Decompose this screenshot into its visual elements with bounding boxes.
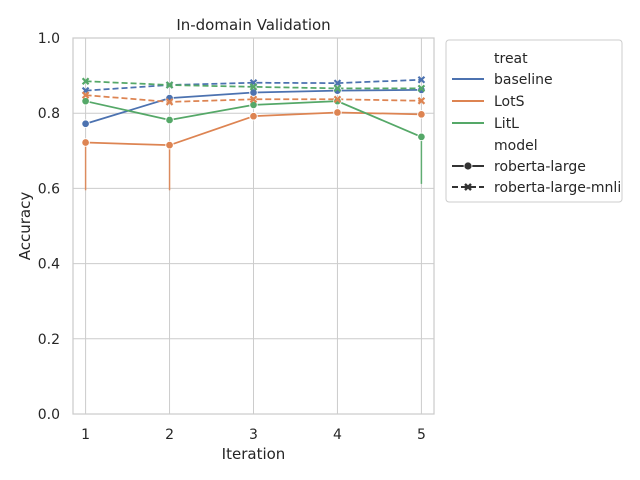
data-point-litl [333,96,342,106]
data-point-x-litl [165,81,174,89]
legend-label-roberta-large-mnli: roberta-large-mnli [494,180,621,196]
chart-title: In-domain Validation [176,16,330,34]
data-point-litl [81,96,90,106]
legend-swatch-roberta-large-mnli [452,183,484,191]
legend-label-lots: LotS [494,94,525,110]
data-point-litl [165,115,174,125]
x-axis-label: Iteration [222,445,286,463]
series-markers [81,75,426,150]
data-point-x-litl [333,84,342,93]
legend-model-entries: roberta-large roberta-large-mnli [452,159,621,196]
legend-title-model: model [494,138,538,154]
series-line-baseline-roberta-large-mnli [85,78,422,92]
data-point-lots [249,111,258,121]
x-tick-label: 4 [333,427,342,443]
data-point-x-lots [81,91,90,99]
confidence-bands [84,136,423,191]
series-line-lots-roberta-large-mnli [85,94,422,103]
legend-swatch-roberta-large [452,161,484,171]
data-point-x-lots [333,95,342,104]
y-tick-label: 0.0 [38,407,60,423]
y-tick-label: 0.4 [38,257,60,273]
legend-label-litl: LitL [494,116,519,132]
y-tick-label: 0.6 [38,181,60,197]
data-point-x-litl [249,83,258,91]
x-tick-labels: 1 2 3 4 5 [81,427,426,443]
y-tick-label: 0.2 [38,332,60,348]
x-tick-label: 1 [81,427,90,443]
x-tick-label: 3 [249,427,258,443]
y-axis-label: Accuracy [16,192,34,261]
data-point-lots [333,108,342,117]
data-point-x-litl [417,84,426,93]
y-tick-label: 0.8 [38,106,60,122]
series-line-litl-roberta-large-mnli [85,80,422,90]
data-point-litl [417,132,426,142]
y-tick-labels: 0.0 0.2 0.4 0.6 0.8 1.0 [38,31,60,423]
legend-box [445,39,623,203]
x-tick-label: 2 [165,427,174,443]
x-tick-label: 5 [417,427,426,443]
data-point-baseline [81,119,90,128]
y-tick-label: 1.0 [38,31,60,47]
data-point-lots [417,110,426,119]
data-point-lots [165,140,174,150]
legend-title-treat: treat [494,51,528,67]
data-point-litl [249,100,258,110]
legend-treat-entries: baseline LotS LitL [452,72,553,132]
data-point-baseline [249,88,258,97]
data-point-lots [81,138,90,147]
legend-label-baseline: baseline [494,72,553,88]
data-point-x-lots [249,95,258,104]
data-point-x-litl [81,77,90,86]
legend: treat baseline LotS LitL model roberta-lar… [445,39,623,203]
data-point-x-baseline [417,75,426,84]
legend-label-roberta-large: roberta-large [494,159,586,175]
plot-area-frame [72,37,435,415]
data-point-x-lots [417,97,426,105]
data-point-x-lots [165,98,174,106]
